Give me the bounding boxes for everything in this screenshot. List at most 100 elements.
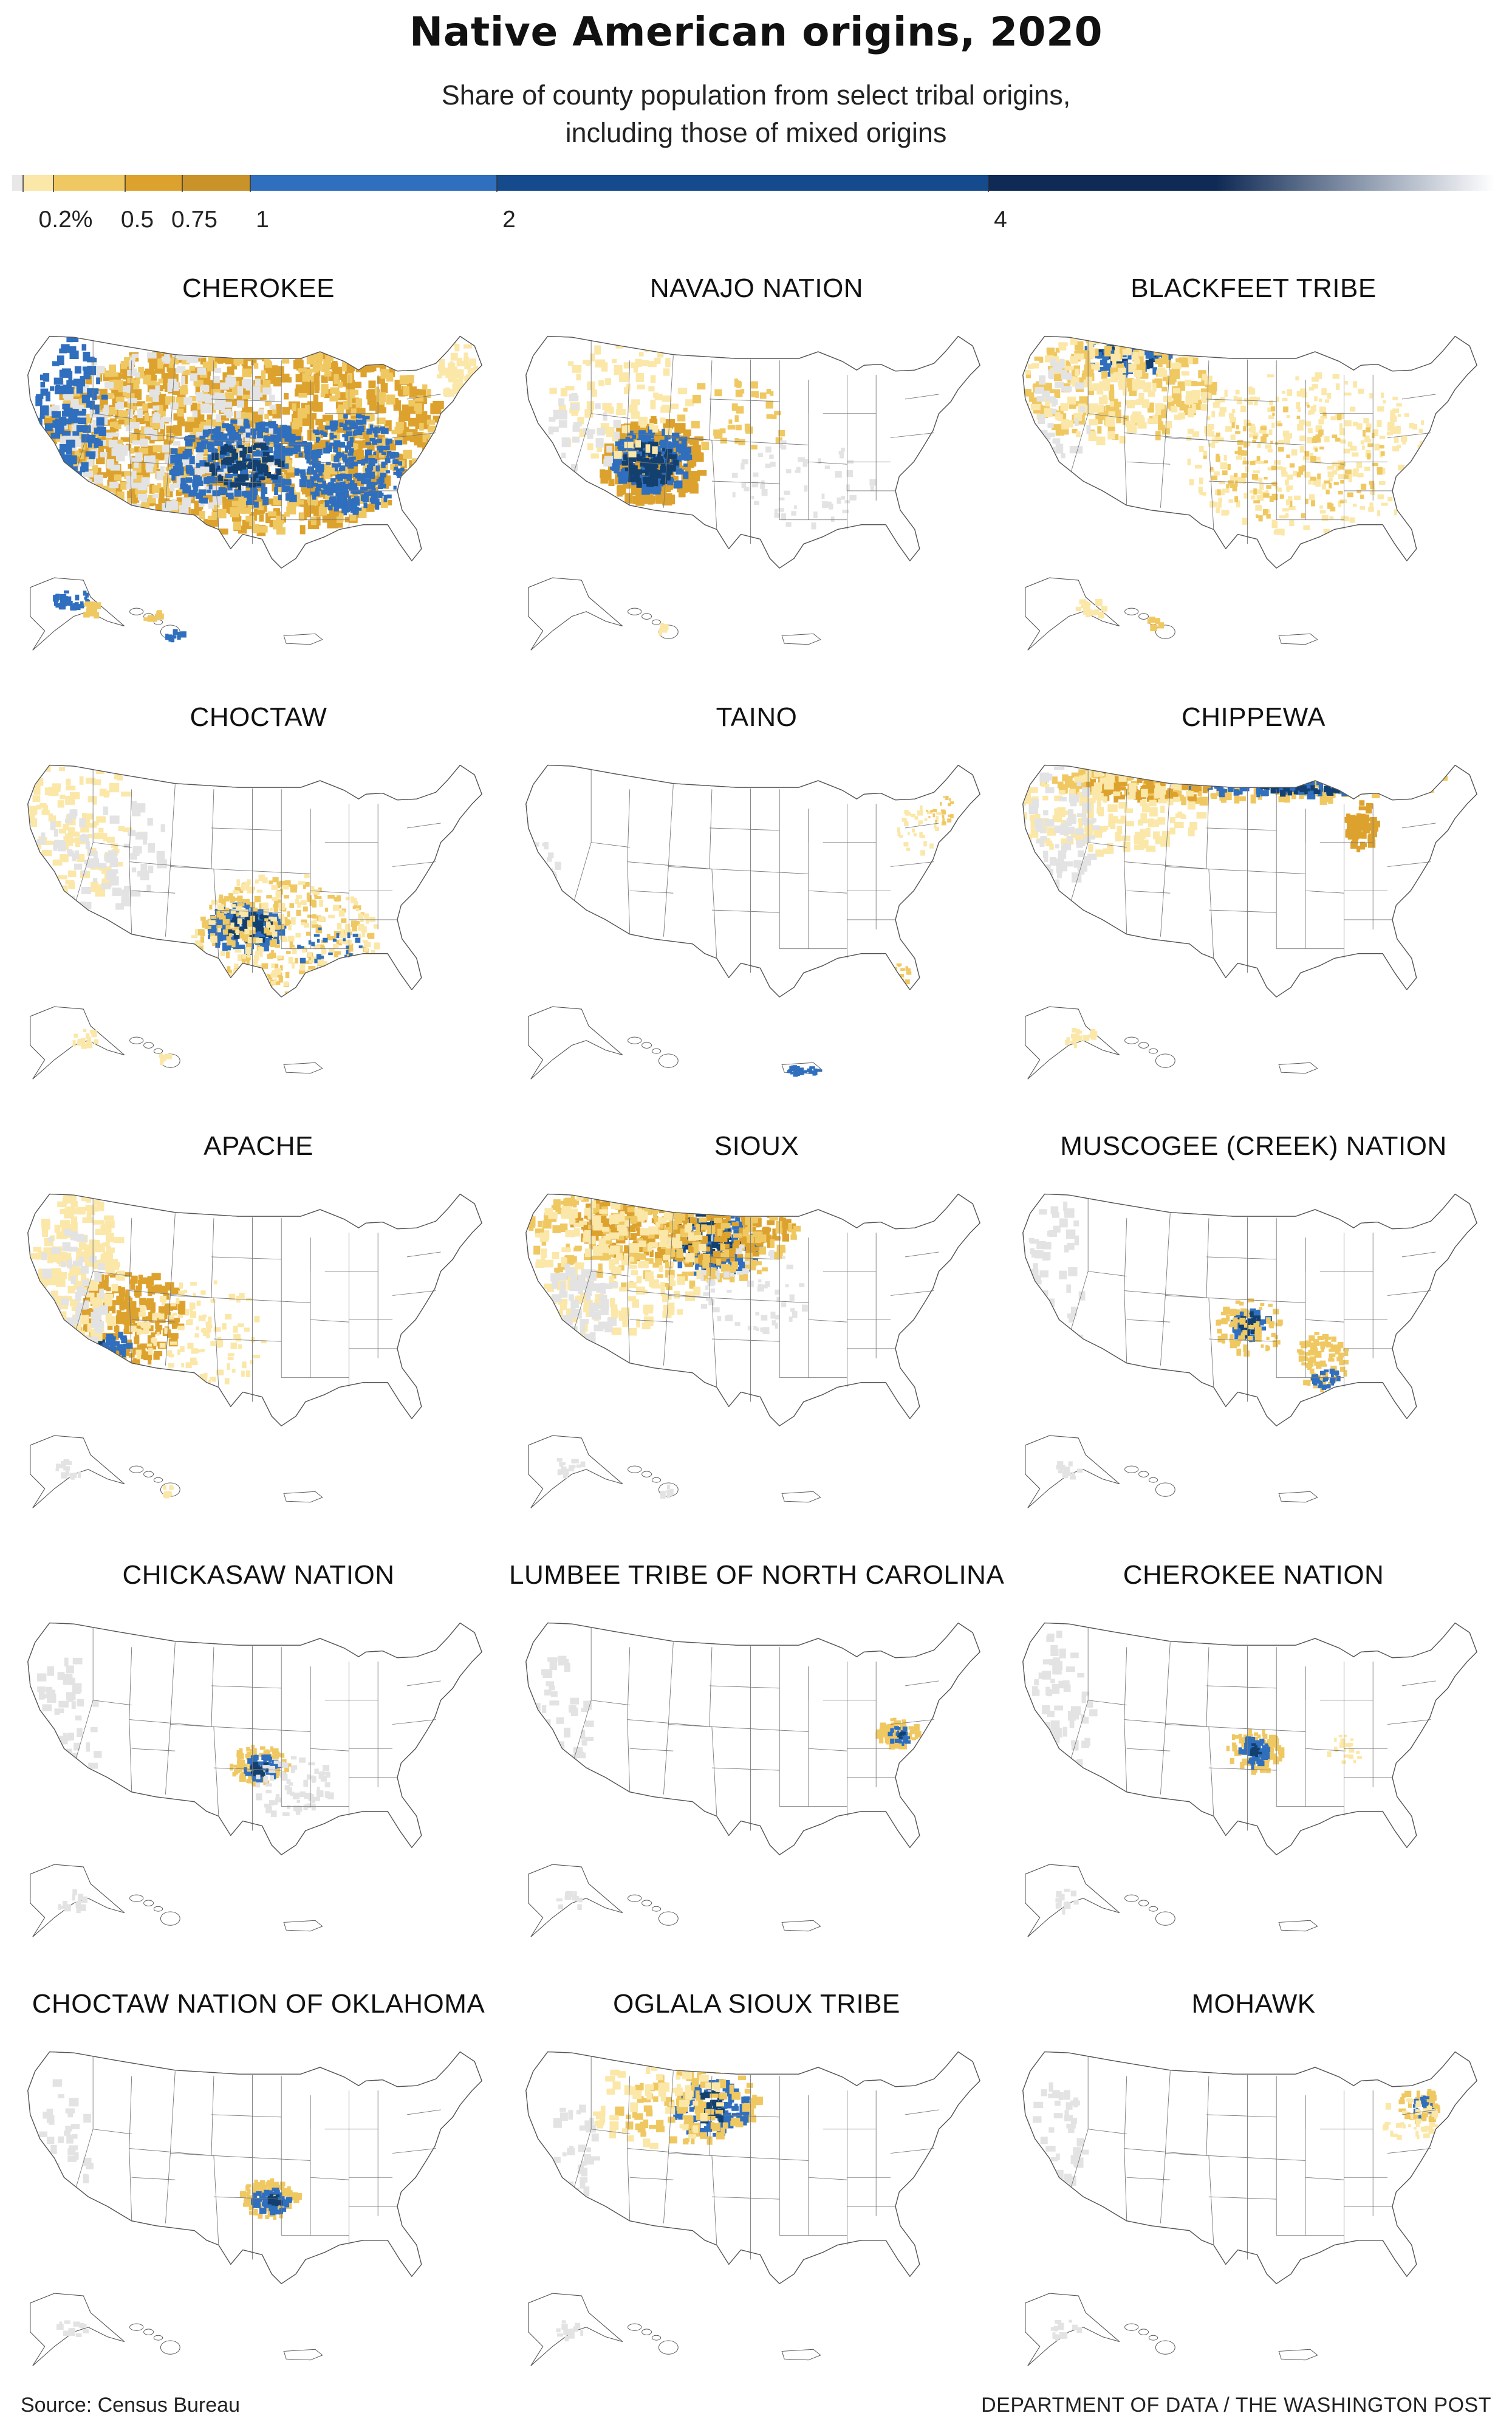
county-patch <box>82 366 88 371</box>
county-patch <box>87 357 95 363</box>
county-patch <box>335 491 343 497</box>
county-patch <box>280 425 287 431</box>
county-patch <box>1267 509 1270 513</box>
county-patch <box>1116 414 1122 423</box>
county-patch <box>440 427 450 433</box>
county-patch <box>308 956 313 963</box>
county-patch <box>791 511 796 516</box>
county-patch <box>1366 427 1371 433</box>
county-patch <box>1103 372 1108 377</box>
county-patch <box>397 389 407 396</box>
county-patch <box>64 471 74 477</box>
county-patch <box>1261 436 1267 443</box>
panel-blackfeet-tribe: BLACKFEET TRIBE <box>1006 273 1501 699</box>
county-patch <box>1103 382 1110 391</box>
county-patch <box>738 439 745 446</box>
county-patch <box>127 369 137 377</box>
county-patch <box>242 462 247 470</box>
county-patch <box>341 493 348 498</box>
county-patch <box>1084 606 1090 612</box>
county-patch <box>320 393 326 397</box>
county-patch <box>80 466 86 473</box>
county-patch <box>597 445 603 452</box>
county-patch <box>200 422 209 428</box>
county-patch <box>849 495 857 501</box>
county-patch <box>685 465 691 473</box>
county-patch <box>159 487 165 498</box>
county-patch <box>1055 414 1063 420</box>
county-patch <box>1247 399 1253 405</box>
county-patch <box>1059 358 1065 369</box>
county-patch <box>207 444 214 453</box>
county-patch <box>340 481 346 488</box>
county-patch <box>292 962 295 969</box>
county-patch <box>1130 336 1135 340</box>
county-patch <box>1366 423 1372 429</box>
county-patch <box>273 921 278 927</box>
county-patch <box>273 440 279 447</box>
county-patch <box>595 438 604 448</box>
county-patch <box>1299 435 1305 442</box>
county-patch <box>1299 446 1305 453</box>
county-patch <box>1095 408 1101 413</box>
state-border <box>170 437 219 530</box>
county-patch <box>1072 428 1078 434</box>
county-patch <box>84 597 87 600</box>
county-patch <box>840 453 844 459</box>
county-patch <box>590 353 595 362</box>
county-patch <box>305 419 312 426</box>
county-patch <box>269 423 278 429</box>
county-patch <box>1295 376 1299 381</box>
county-patch <box>218 898 224 903</box>
county-patch <box>731 473 738 478</box>
county-patch <box>346 965 353 970</box>
county-patch <box>1251 474 1258 480</box>
county-patch <box>92 465 98 473</box>
county-patch <box>1120 328 1126 334</box>
county-patch <box>267 455 274 462</box>
county-patch <box>1231 422 1235 429</box>
county-patch <box>343 458 347 463</box>
county-patch <box>375 493 383 498</box>
county-patch <box>211 468 217 476</box>
county-patch <box>804 485 808 492</box>
county-patch <box>251 459 258 467</box>
county-patch <box>1279 494 1284 499</box>
county-patch <box>1217 489 1221 496</box>
county-patch <box>334 981 341 987</box>
county-patch <box>284 512 290 517</box>
county-patch <box>1243 422 1248 427</box>
county-patch <box>371 950 375 955</box>
county-patch <box>247 879 251 886</box>
county-patch <box>1412 424 1418 430</box>
county-patch <box>197 495 204 499</box>
county-patch <box>120 361 128 369</box>
county-patch <box>1270 406 1276 411</box>
state-border <box>213 481 282 484</box>
county-patch <box>125 476 134 482</box>
county-patch <box>144 412 149 422</box>
county-patch <box>139 509 144 518</box>
county-patch <box>314 380 320 391</box>
county-patch <box>1176 347 1185 353</box>
county-patch <box>53 377 63 385</box>
county-patch <box>315 464 324 473</box>
county-patch <box>139 408 149 415</box>
county-patch <box>134 462 139 468</box>
county-patch <box>649 433 654 439</box>
county-patch <box>289 347 300 355</box>
county-patch <box>264 422 273 427</box>
county-patch <box>1075 431 1081 437</box>
county-patch <box>679 454 686 460</box>
county-patch <box>1100 359 1107 366</box>
county-patch <box>1110 358 1114 366</box>
county-patch <box>1316 479 1321 483</box>
county-patch <box>1030 403 1041 411</box>
county-patch <box>157 358 163 369</box>
county-patch <box>587 429 595 434</box>
county-patch <box>1222 488 1229 493</box>
legend-bar <box>12 175 1494 192</box>
county-patch <box>303 984 310 988</box>
county-patch <box>265 479 272 484</box>
county-patch <box>1256 514 1259 519</box>
